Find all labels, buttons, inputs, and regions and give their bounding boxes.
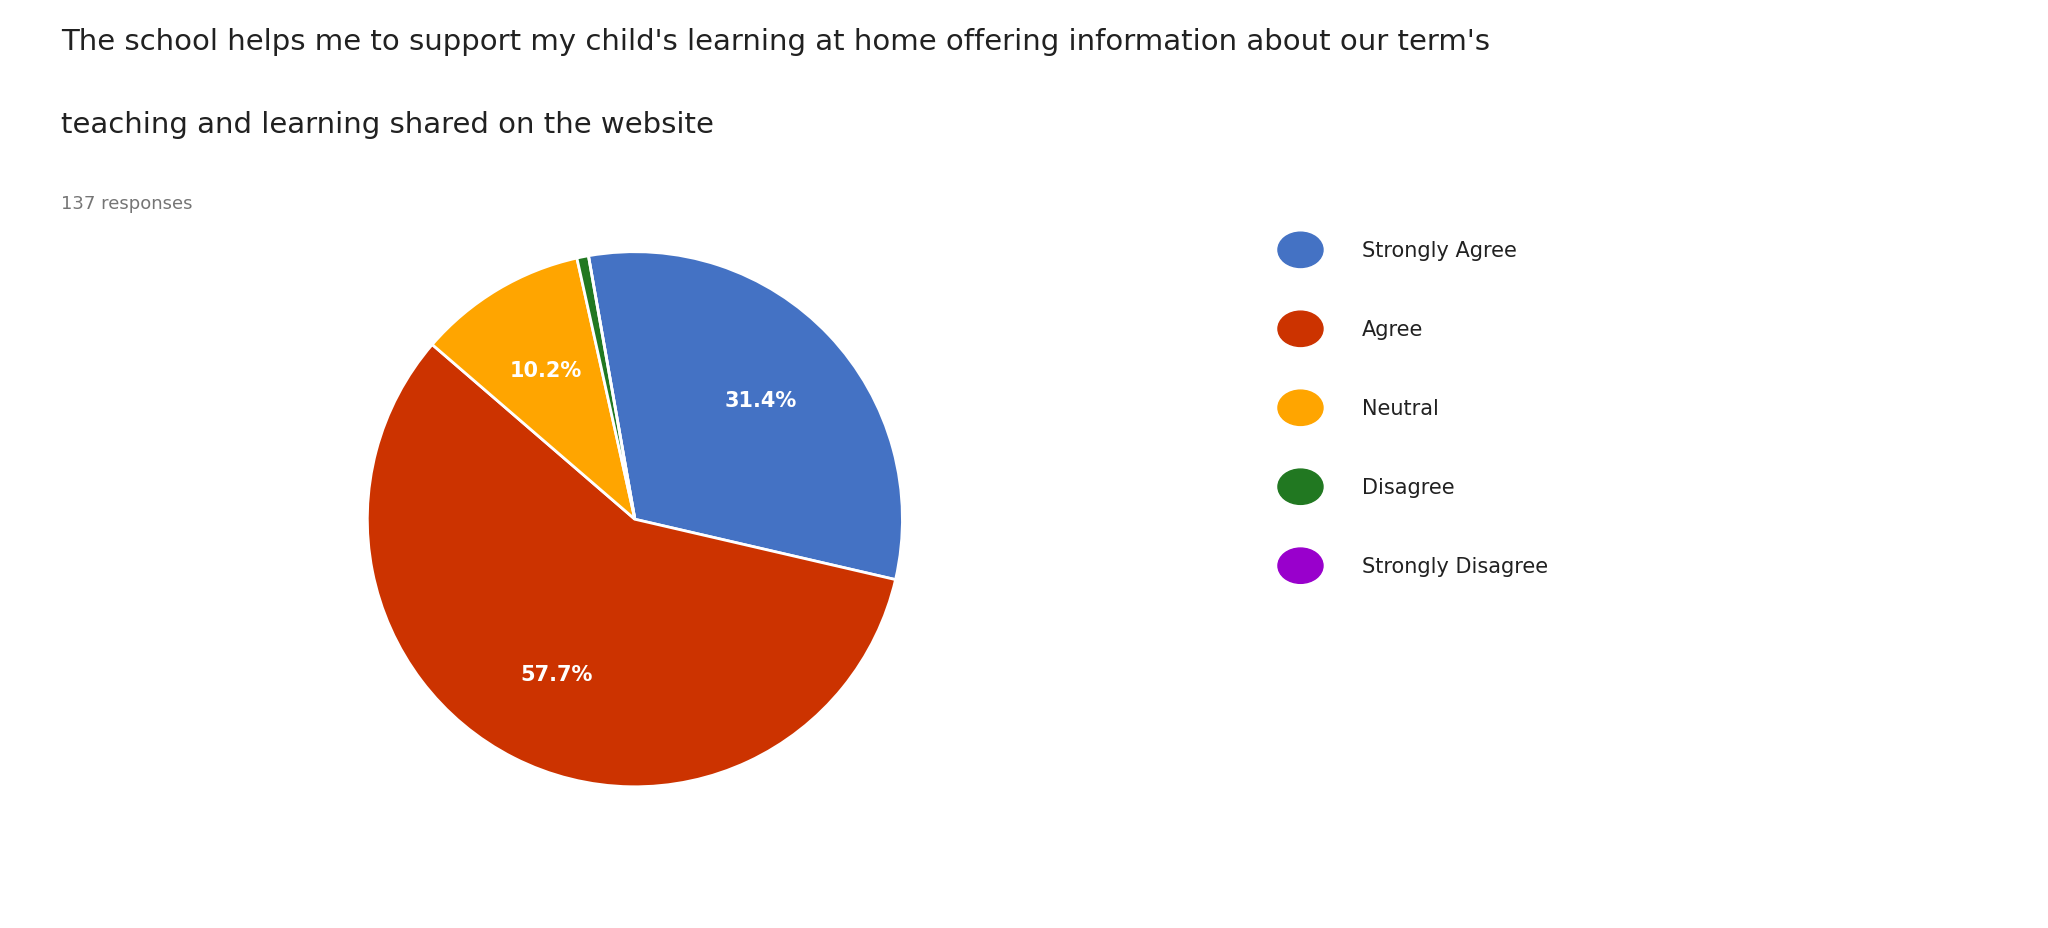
Wedge shape (588, 252, 903, 580)
Text: 31.4%: 31.4% (725, 390, 797, 410)
Text: 57.7%: 57.7% (520, 664, 592, 685)
Text: Strongly Agree: Strongly Agree (1362, 240, 1518, 261)
Text: 10.2%: 10.2% (510, 361, 582, 380)
Wedge shape (432, 259, 635, 520)
Text: Neutral: Neutral (1362, 398, 1440, 419)
Wedge shape (588, 256, 635, 520)
Wedge shape (367, 345, 895, 787)
Text: Disagree: Disagree (1362, 477, 1454, 497)
Text: 137 responses: 137 responses (61, 195, 193, 213)
Text: Strongly Disagree: Strongly Disagree (1362, 556, 1548, 576)
Text: teaching and learning shared on the website: teaching and learning shared on the webs… (61, 111, 715, 139)
Text: The school helps me to support my child's learning at home offering information : The school helps me to support my child'… (61, 28, 1491, 56)
Text: Agree: Agree (1362, 319, 1423, 340)
Wedge shape (578, 256, 635, 520)
